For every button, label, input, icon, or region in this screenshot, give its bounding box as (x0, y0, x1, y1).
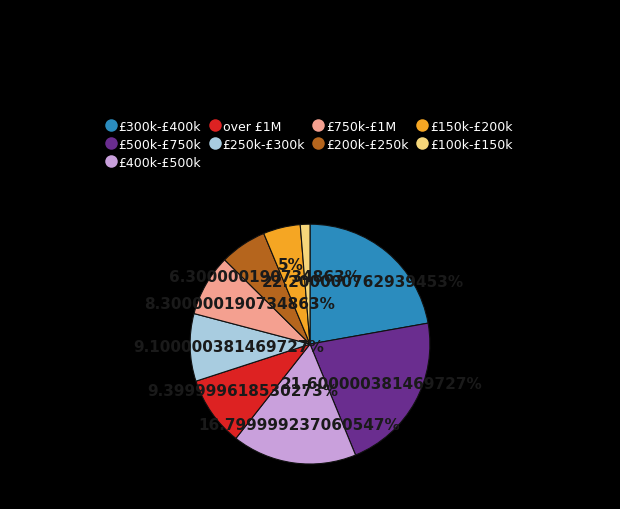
Wedge shape (194, 260, 310, 345)
Wedge shape (310, 324, 430, 455)
Wedge shape (264, 225, 310, 345)
Legend: £300k-£400k, £500k-£750k, £400k-£500k, over £1M, £250k-£300k, £750k-£1M, £200k-£: £300k-£400k, £500k-£750k, £400k-£500k, o… (104, 117, 516, 174)
Wedge shape (236, 345, 355, 464)
Text: 21.600000381469727%: 21.600000381469727% (281, 376, 482, 391)
Text: 9.100000381469727%: 9.100000381469727% (133, 339, 324, 354)
Wedge shape (310, 225, 428, 345)
Wedge shape (190, 314, 310, 381)
Wedge shape (300, 225, 310, 345)
Text: 8.300000190734863%: 8.300000190734863% (144, 297, 335, 312)
Text: 6.300000190734863%: 6.300000190734863% (169, 269, 360, 285)
Wedge shape (224, 234, 310, 345)
Wedge shape (196, 345, 310, 439)
Text: 5%: 5% (278, 258, 304, 273)
Text: 16.799999237060547%: 16.799999237060547% (198, 417, 400, 433)
Text: 9.399999618530273%: 9.399999618530273% (148, 383, 339, 399)
Text: 22.200000762939453%: 22.200000762939453% (261, 274, 463, 290)
